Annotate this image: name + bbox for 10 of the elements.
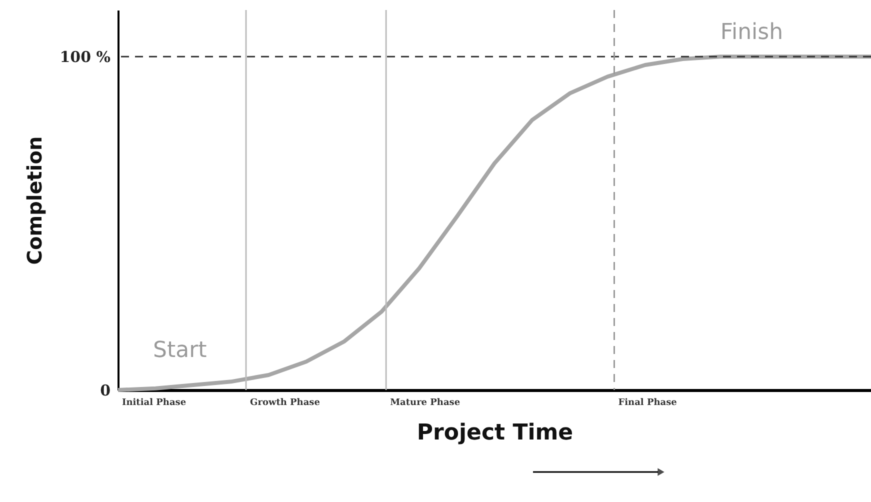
y-tick-label: 100 % [60, 48, 110, 66]
text: Initial Phase [122, 398, 186, 408]
text: Growth Phase [250, 398, 320, 408]
x-axis-title: Project Time [416, 420, 574, 446]
y-tick-label: 0 [100, 382, 110, 400]
y-axis-title: Completion [22, 136, 47, 265]
annotation: Start [153, 338, 208, 363]
text: Mature Phase [390, 398, 460, 408]
text: Final Phase [618, 398, 678, 408]
annotation: Finish [720, 20, 784, 45]
